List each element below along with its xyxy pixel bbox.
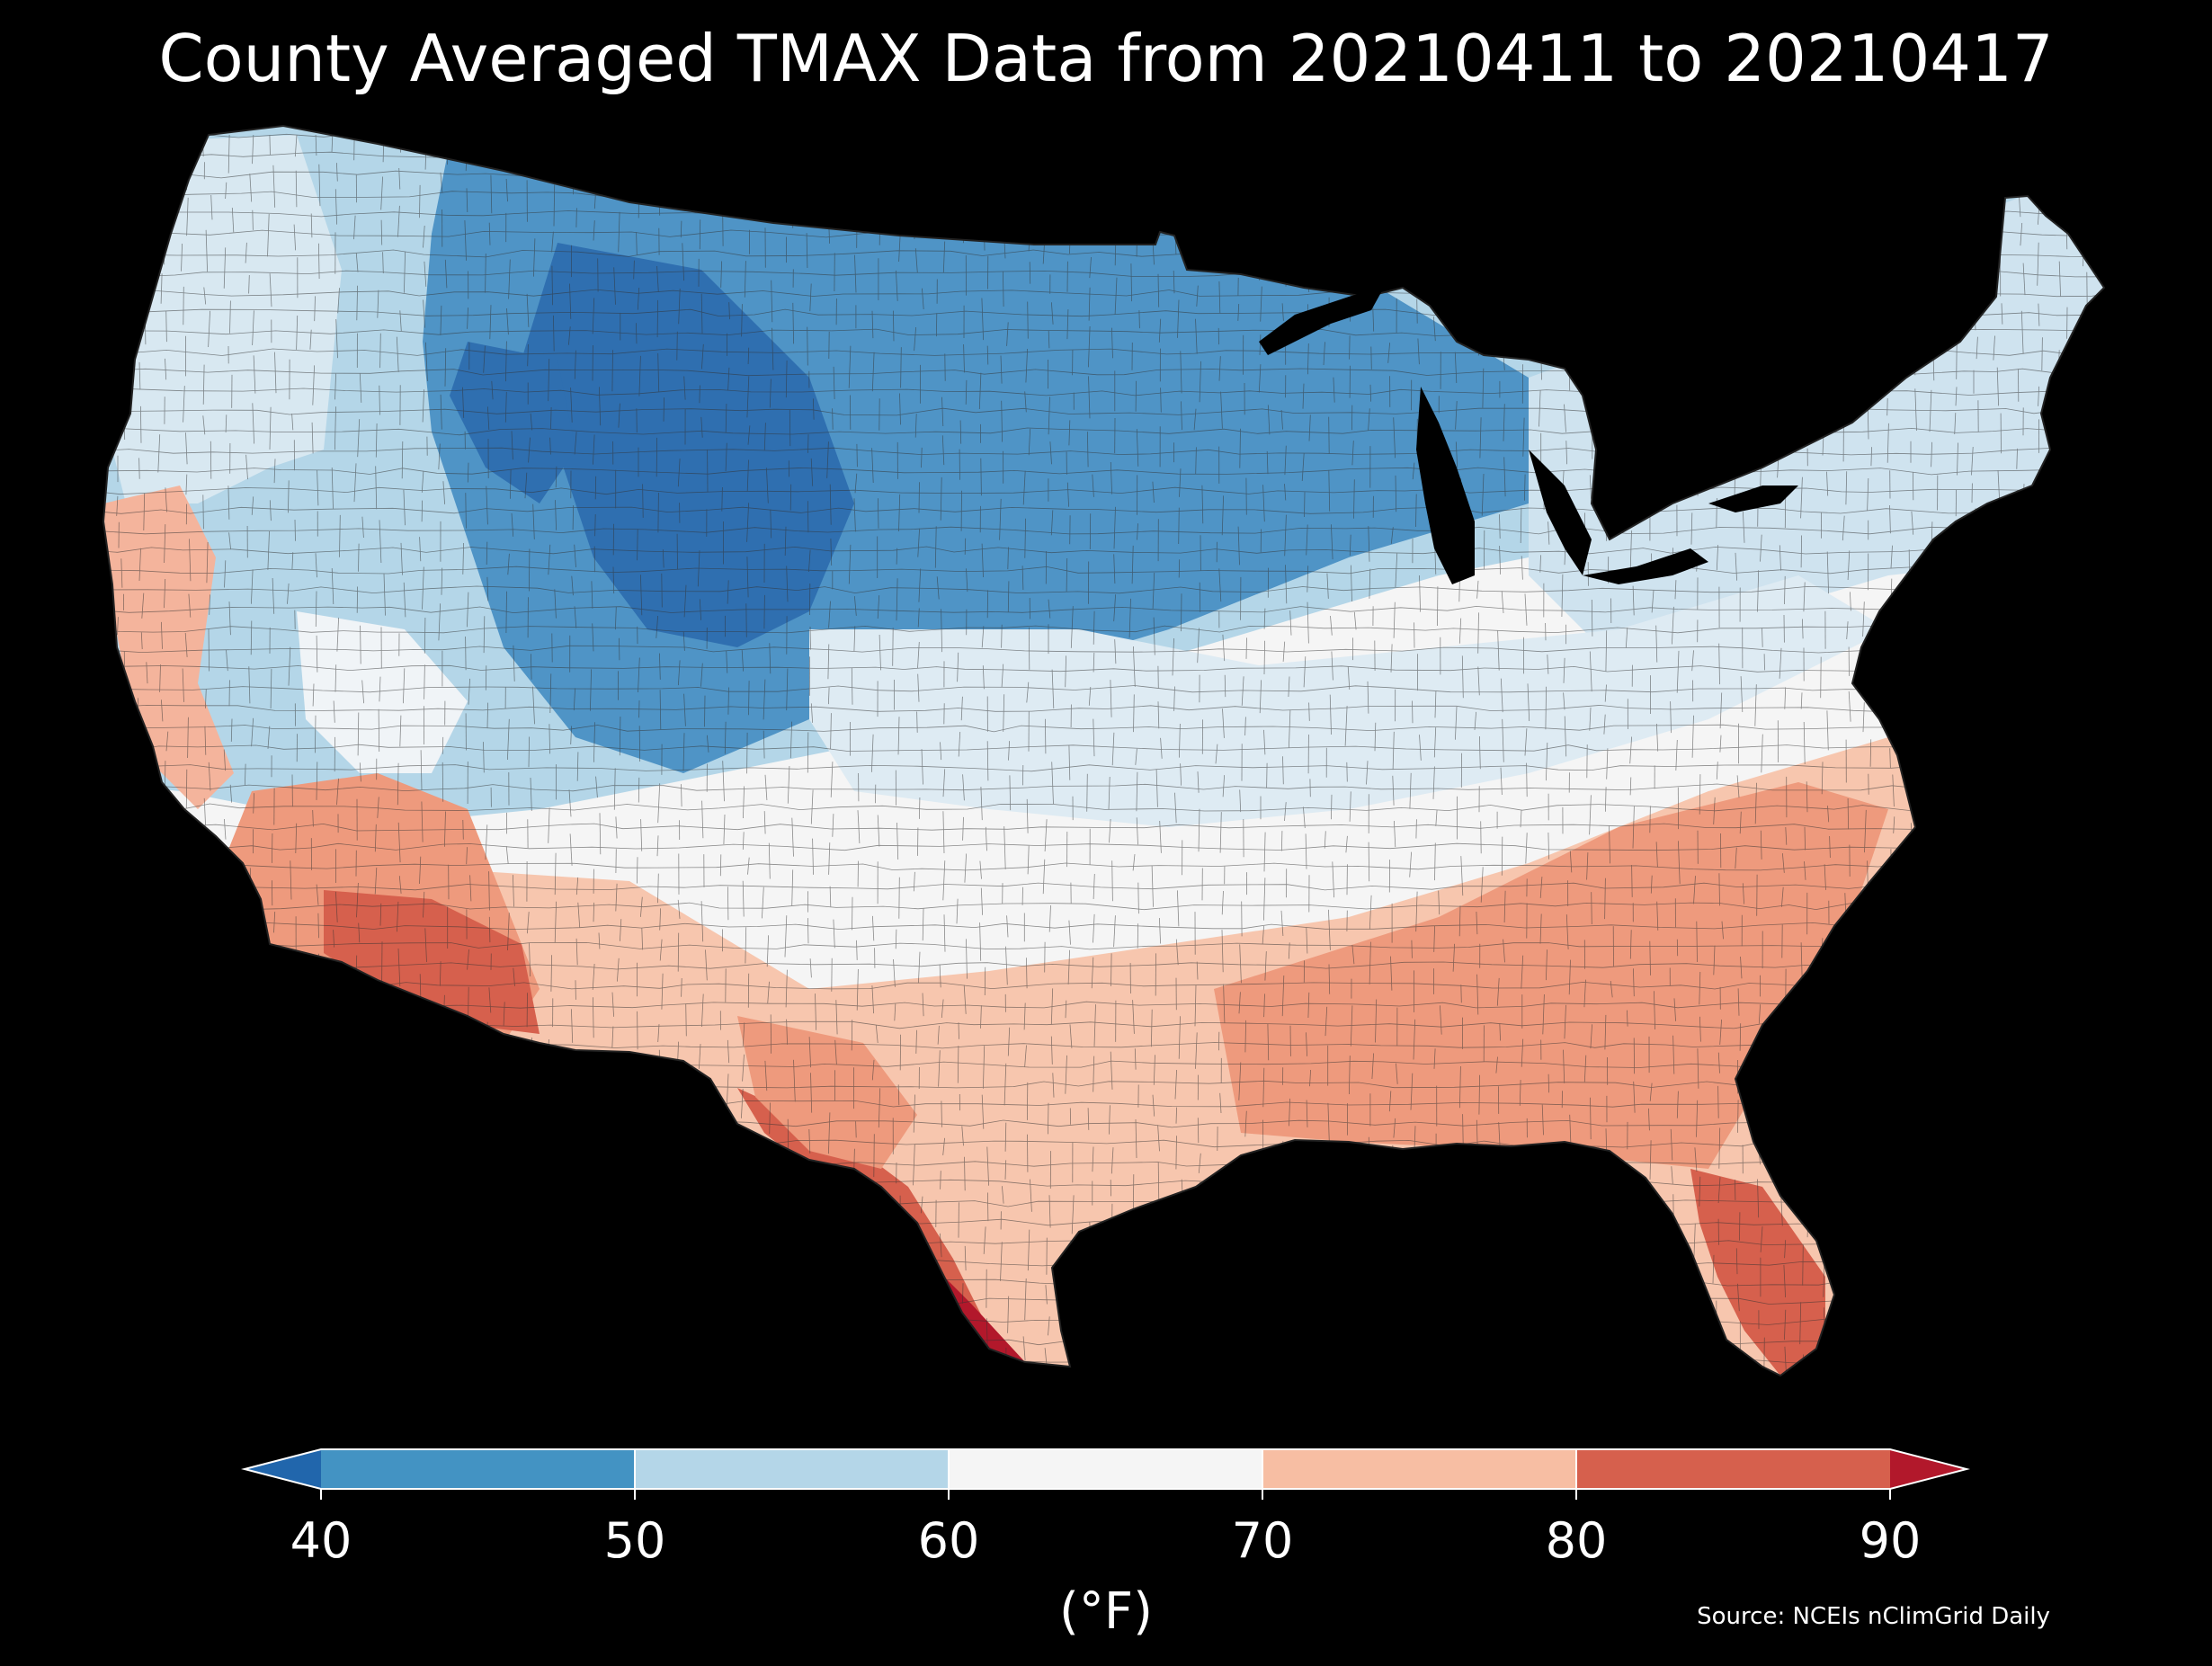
tick-label-70: 70 xyxy=(1231,1512,1294,1569)
lake-superior xyxy=(1259,286,1385,355)
tick-label-40: 40 xyxy=(290,1512,352,1569)
colorbar-unit-label: (°F) xyxy=(1059,1582,1153,1641)
tick-label-50: 50 xyxy=(603,1512,666,1569)
lake-erie xyxy=(1583,548,1708,584)
map-title: County Averaged TMAX Data from 20210411 … xyxy=(158,21,2054,96)
great-lakes xyxy=(1259,286,1798,584)
lake-michigan xyxy=(1416,387,1475,584)
tick-label-80: 80 xyxy=(1545,1512,1608,1569)
tick-label-60: 60 xyxy=(917,1512,980,1569)
lake-ontario xyxy=(1708,486,1798,512)
source-credit: Source: NCEIs nClimGrid Daily xyxy=(1697,1603,2050,1630)
lake-huron xyxy=(1529,450,1592,575)
tick-label-90: 90 xyxy=(1859,1512,1922,1569)
